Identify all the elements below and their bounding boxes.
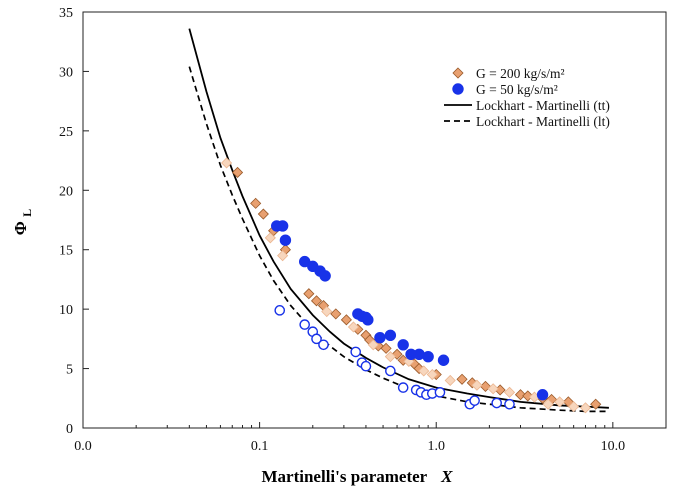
data-point-circle-filled [437,354,450,366]
data-point-diamond-open [367,339,379,351]
data-point-diamond-filled [456,373,468,385]
legend-swatch-diamond-filled [452,67,464,79]
data-point-diamond-open [568,401,580,413]
data-point-circle-open [274,305,286,316]
x-axis-title-main: Martinelli's parameter [262,467,428,486]
y-axis-title: Φ L [11,209,34,235]
data-point-circle-filled [384,329,397,341]
data-point-diamond-filled [250,197,262,209]
data-point-diamond-open [503,386,516,398]
legend-swatch-circle-filled [452,83,464,95]
x-axis-title: Martinelli's parameter X [262,467,454,486]
data-point-diamond-filled [590,398,602,410]
data-point-diamond-filled [340,314,352,326]
data-point-circle-open [350,346,362,358]
y-axis-title-main: Φ [11,221,30,235]
x-tick-label: 10.0 [601,439,626,454]
data-point-diamond-open [277,250,289,262]
data-point-circle-filled [276,220,289,232]
plot-frame [82,11,667,429]
data-point-circle-filled [279,234,292,246]
data-point-circle-open [385,365,396,377]
y-tick-label: 20 [59,184,73,199]
data-point-diamond-open [264,232,276,244]
y-axis-title-sub: L [20,209,34,217]
data-point-diamond-filled [303,288,315,300]
data-point-diamond-open [384,351,396,363]
axis-ticks: 0.0 0.1 1.0 10.0 0 5 10 15 20 25 30 35 [59,6,625,454]
data-point-circle-open [397,382,409,393]
data-point-diamond-open [418,365,430,377]
y-tick-label: 5 [66,363,73,378]
x-axis-title-var: X [440,467,453,486]
legend-label: Lockhart - Martinelli (tt) [476,98,610,113]
data-point-diamond-open [321,305,333,318]
data-point-circle-open [469,395,480,406]
series-markers [221,157,602,414]
data-point-diamond-filled [257,208,269,220]
data-point-circle-filled [362,314,374,326]
data-point-diamond-open [579,402,592,414]
x-tick-label: 0.0 [74,439,92,454]
data-point-diamond-open [471,379,483,391]
data-point-circle-open [434,387,446,398]
data-point-circle-open [318,339,329,351]
y-tick-label: 15 [59,244,73,259]
data-point-circle-filled [536,389,549,401]
data-point-diamond-filled [310,295,323,307]
legend-label: G = 50 kg/s/m² [476,82,558,97]
y-tick-label: 10 [59,303,73,318]
data-point-circle-open [311,333,322,345]
data-point-diamond-filled [330,308,342,320]
x-tick-label: 0.1 [251,439,269,454]
data-point-circle-open [360,360,372,372]
data-point-diamond-open [221,157,233,169]
data-point-diamond-open [347,321,360,333]
y-tick-label: 0 [66,422,73,437]
data-point-diamond-open [426,368,438,381]
x-tick-label: 1.0 [427,439,445,454]
data-point-diamond-filled [231,166,244,179]
data-point-diamond-filled [380,342,392,354]
data-point-diamond-open [444,374,456,387]
data-point-circle-open [504,398,515,410]
data-point-circle-filled [319,270,331,282]
data-point-diamond-open [542,398,554,410]
y-tick-label: 30 [59,65,73,80]
data-point-diamond-open [554,396,566,408]
data-point-circle-filled [422,350,434,363]
y-tick-label: 25 [59,125,73,140]
y-tick-label: 35 [59,6,73,21]
legend-label: G = 200 kg/s/m² [476,66,565,81]
legend-label: Lockhart - Martinelli (lt) [476,114,610,129]
data-point-circle-filled [374,331,386,344]
data-point-circle-open [299,319,310,330]
data-point-circle-open [491,397,502,409]
data-point-diamond-open [487,383,499,395]
data-point-diamond-filled [514,389,527,401]
data-point-circle-filled [397,339,409,351]
